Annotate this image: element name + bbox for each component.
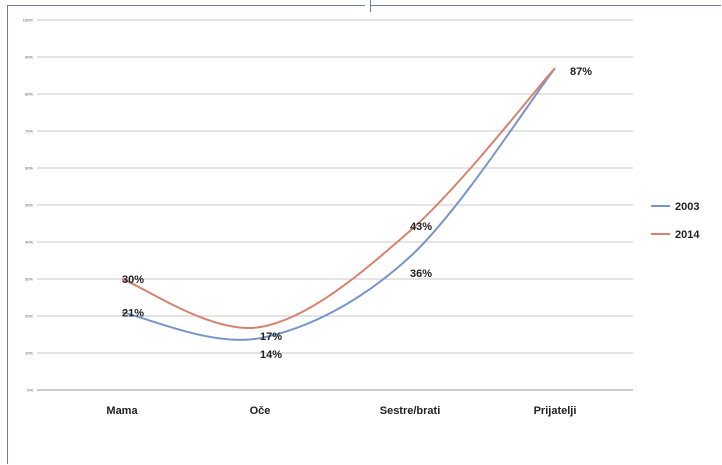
data-labels: 21% 14% 36% 87% 30% 17% 43% (122, 66, 592, 361)
series-lines (121, 67, 556, 341)
frame-divider (370, 0, 371, 12)
series-line-2014 (121, 67, 556, 329)
series-line-2003 (121, 67, 556, 341)
x-axis-ticks: Mama Oče Sestre/brati Prijatelji (106, 405, 576, 417)
data-label-2014: 30% (122, 274, 144, 286)
data-label-2003: 14% (260, 349, 282, 361)
y-tick-label: 0% (27, 388, 33, 393)
data-label-2014: 17% (260, 331, 282, 343)
data-label-2003: 36% (410, 268, 432, 280)
y-tick-label: 40% (25, 240, 33, 245)
data-label-2014: 43% (410, 221, 432, 233)
legend-label: 2014 (675, 229, 700, 241)
y-tick-label: 70% (25, 129, 33, 134)
y-tick-label: 60% (25, 166, 33, 171)
chart-frame (7, 5, 721, 464)
legend: 2003 2014 (651, 201, 700, 241)
y-tick-label: 90% (25, 55, 33, 60)
data-label-2003: 87% (570, 66, 592, 78)
x-tick-label: Mama (106, 405, 138, 417)
y-tick-label: 80% (25, 92, 33, 97)
x-tick-label: Oče (250, 405, 271, 417)
y-tick-label: 30% (25, 277, 33, 282)
y-tick-label: 100% (23, 18, 34, 23)
data-label-2003: 21% (122, 307, 144, 319)
legend-label: 2003 (675, 201, 699, 213)
grid-lines (37, 19, 633, 391)
frame-gap (365, 0, 371, 12)
y-tick-label: 50% (25, 203, 33, 208)
y-axis-ticks: 0% 10% 20% 30% 40% 50% 60% 70% 80% 90% 100% (23, 18, 34, 393)
x-tick-label: Prijatelji (534, 405, 577, 417)
y-tick-label: 10% (25, 351, 33, 356)
x-tick-label: Sestre/brati (380, 405, 441, 417)
y-tick-label: 20% (25, 314, 33, 319)
